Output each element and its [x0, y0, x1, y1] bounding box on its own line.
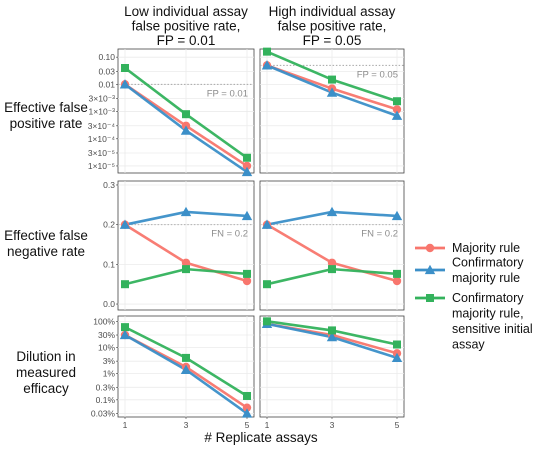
legend-label-confirmatory: Confirmatory: [452, 255, 524, 269]
data-point-majority: [327, 258, 337, 267]
data-point-majority: [392, 105, 402, 114]
data-point-majority: [242, 403, 252, 412]
data-point-confirmatory: [261, 219, 273, 229]
data-point-sensitive: [121, 64, 129, 73]
y-tick-label: 3×10⁻⁴: [88, 121, 116, 131]
legend-marker-sensitive: [426, 294, 434, 302]
y-tick-label: 10%: [98, 342, 115, 352]
y-tick-label: 0.03%: [91, 408, 116, 418]
data-point-sensitive: [393, 97, 401, 106]
y-tick-label: 0.3: [103, 180, 115, 190]
y-tick-label: 0.3%: [96, 382, 116, 392]
column-title-2: false positive rate,: [278, 19, 387, 34]
y-tick-label: 1%: [103, 369, 116, 379]
data-point-sensitive: [243, 153, 251, 162]
reference-line-label: FN = 0.2: [361, 229, 398, 240]
data-point-confirmatory: [119, 79, 131, 89]
data-point-confirmatory: [391, 352, 403, 363]
column-title-2: FP = 0.05: [303, 33, 362, 48]
data-point-sensitive: [121, 323, 129, 332]
legend-label-majority: Majority rule: [452, 241, 520, 255]
x-tick-label: 3: [330, 420, 335, 430]
y-tick-label: 0.1%: [96, 395, 116, 405]
legend-marker-majority: [425, 243, 435, 253]
y-tick-label: 0.0: [103, 299, 115, 309]
x-tick-label: 3: [184, 420, 189, 430]
data-point-majority: [181, 258, 191, 267]
y-tick-label: 0.2: [103, 220, 115, 230]
data-point-confirmatory: [180, 125, 192, 135]
y-tick-label: 3×10⁻³: [89, 94, 116, 104]
data-point-sensitive: [328, 265, 336, 274]
data-point-confirmatory: [119, 219, 131, 229]
legend-label-sensitive: majority rule,: [452, 307, 524, 321]
x-axis-label: # Replicate assays: [204, 430, 318, 445]
data-point-sensitive: [182, 265, 190, 274]
data-point-confirmatory: [241, 166, 253, 177]
data-point-majority: [242, 161, 252, 171]
data-point-confirmatory: [180, 206, 192, 217]
y-tick-label: 1×10⁻⁵: [88, 161, 115, 171]
y-tick-label: 1×10⁻³: [89, 107, 116, 117]
data-point-sensitive: [121, 280, 129, 289]
y-tick-label: 3×10⁻⁵: [88, 148, 115, 158]
row-label-2: Effective false: [4, 228, 88, 243]
data-point-confirmatory: [241, 408, 253, 418]
data-point-sensitive: [263, 317, 271, 326]
data-point-sensitive: [393, 269, 401, 278]
data-point-sensitive: [243, 269, 251, 278]
data-point-sensitive: [328, 326, 336, 335]
data-point-confirmatory: [180, 364, 192, 374]
column-title-1: Low individual assay: [124, 4, 248, 19]
y-tick-label: 30%: [98, 330, 115, 340]
x-tick-label: 1: [123, 420, 128, 430]
data-point-confirmatory: [241, 210, 253, 221]
y-tick-label: 0.1: [103, 259, 115, 269]
row-label-1: positive rate: [10, 116, 83, 131]
data-point-sensitive: [393, 340, 401, 349]
y-tick-label: 100%: [93, 316, 115, 326]
reference-line-label: FP = 0.01: [207, 88, 248, 99]
data-point-sensitive: [182, 110, 190, 119]
legend-label-sensitive: Confirmatory: [452, 291, 524, 305]
data-point-sensitive: [263, 280, 271, 289]
data-point-confirmatory: [119, 329, 131, 340]
y-tick-label: 0.10: [98, 52, 115, 62]
data-point-confirmatory: [391, 210, 403, 221]
x-tick-label: 5: [395, 420, 400, 430]
legend-label-sensitive: sensitive initial: [452, 322, 533, 336]
x-tick-label: 5: [245, 420, 250, 430]
data-point-sensitive: [263, 47, 271, 56]
data-point-confirmatory: [326, 206, 338, 217]
column-title-2: High individual assay: [269, 4, 396, 19]
data-point-confirmatory: [326, 331, 338, 342]
column-title-1: FP = 0.01: [157, 33, 216, 48]
legend-label-confirmatory: majority rule: [452, 271, 520, 285]
legend-label-sensitive: assay: [452, 338, 485, 352]
row-label-2: negative rate: [7, 244, 85, 259]
row-label-1: Effective false: [4, 100, 88, 115]
data-point-sensitive: [182, 353, 190, 362]
reference-line-label: FN = 0.2: [211, 229, 248, 240]
data-point-majority: [242, 276, 252, 286]
y-tick-label: 0.01: [98, 79, 115, 89]
y-tick-label: 3%: [103, 356, 116, 366]
row-label-3: Dilution in: [16, 349, 75, 364]
column-title-1: false positive rate,: [132, 19, 241, 34]
legend-marker-confirmatory: [424, 264, 436, 275]
x-tick-label: 1: [265, 420, 270, 430]
data-point-confirmatory: [391, 110, 403, 120]
data-point-majority: [392, 276, 402, 286]
row-label-3: measured: [16, 365, 76, 380]
reference-line-label: FP = 0.05: [357, 69, 398, 80]
y-tick-label: 1×10⁻⁴: [88, 134, 116, 144]
data-point-confirmatory: [261, 60, 273, 70]
data-point-sensitive: [328, 75, 336, 84]
data-point-sensitive: [243, 391, 251, 400]
row-label-3: efficacy: [23, 381, 69, 396]
data-point-confirmatory: [326, 87, 338, 97]
y-tick-label: 0.03: [98, 66, 115, 76]
